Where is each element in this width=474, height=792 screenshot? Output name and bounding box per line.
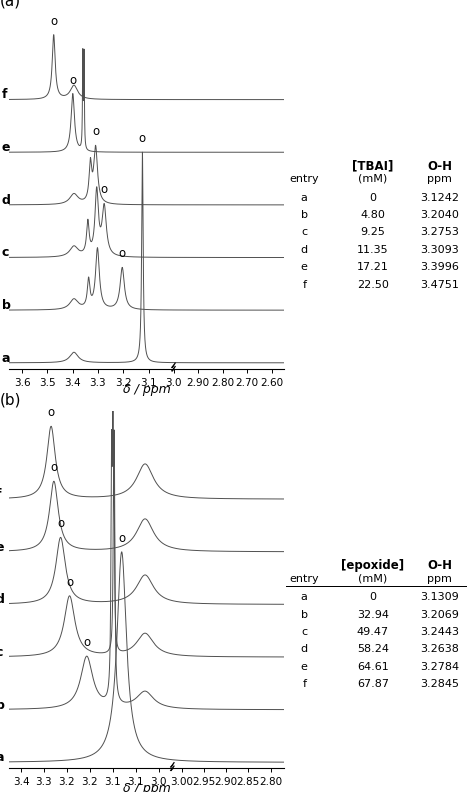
Text: 3.2845: 3.2845 — [420, 680, 459, 689]
Text: 4.80: 4.80 — [361, 210, 385, 220]
Text: 64.61: 64.61 — [357, 662, 389, 672]
Text: 49.47: 49.47 — [357, 627, 389, 637]
Text: o: o — [50, 14, 57, 28]
Text: o: o — [47, 406, 55, 419]
Text: f: f — [302, 680, 306, 689]
Text: o: o — [118, 531, 125, 545]
Text: 3.2443: 3.2443 — [420, 627, 459, 637]
Text: e: e — [301, 662, 308, 672]
Text: 9.25: 9.25 — [361, 227, 385, 238]
Text: d: d — [0, 593, 5, 607]
Text: (mM): (mM) — [358, 573, 388, 584]
Text: c: c — [0, 646, 3, 659]
Text: 3.2638: 3.2638 — [420, 645, 459, 654]
Text: o: o — [92, 125, 99, 139]
Text: 3.2784: 3.2784 — [420, 662, 459, 672]
Text: O-H: O-H — [427, 559, 452, 573]
Text: 0: 0 — [369, 192, 376, 203]
Text: (b): (b) — [0, 393, 21, 408]
Text: o: o — [118, 247, 126, 261]
Text: entry: entry — [290, 174, 319, 184]
Text: O-H: O-H — [427, 160, 452, 173]
Text: o: o — [66, 576, 73, 588]
Text: 3.3996: 3.3996 — [420, 262, 459, 272]
Text: entry: entry — [290, 573, 319, 584]
Text: e: e — [0, 541, 4, 554]
Text: o: o — [83, 636, 91, 649]
Text: c: c — [301, 627, 307, 637]
Text: 3.1309: 3.1309 — [420, 592, 459, 602]
Text: 32.94: 32.94 — [357, 610, 389, 619]
Text: ppm: ppm — [428, 573, 452, 584]
Text: (mM): (mM) — [358, 174, 388, 184]
Text: 22.50: 22.50 — [357, 280, 389, 290]
Text: [TBAI]: [TBAI] — [352, 160, 393, 173]
Text: (a): (a) — [0, 0, 21, 8]
Text: o: o — [100, 184, 108, 196]
Text: a: a — [2, 352, 10, 364]
Text: d: d — [2, 194, 11, 207]
Text: o: o — [139, 132, 146, 145]
Text: 67.87: 67.87 — [357, 680, 389, 689]
Text: b: b — [301, 210, 308, 220]
Text: a: a — [301, 192, 308, 203]
Text: o: o — [57, 517, 64, 531]
Text: c: c — [2, 246, 9, 259]
Text: 3.2040: 3.2040 — [420, 210, 459, 220]
Text: d: d — [301, 245, 308, 255]
Text: o: o — [69, 74, 76, 86]
Text: 58.24: 58.24 — [357, 645, 389, 654]
Text: b: b — [0, 699, 5, 711]
Text: [epoxide]: [epoxide] — [341, 559, 404, 573]
Text: e: e — [301, 262, 308, 272]
Text: 3.1242: 3.1242 — [420, 192, 459, 203]
Text: ppm: ppm — [428, 174, 452, 184]
Text: a: a — [301, 592, 308, 602]
Text: 3.4751: 3.4751 — [420, 280, 459, 290]
Text: f: f — [2, 89, 8, 101]
Text: c: c — [301, 227, 307, 238]
Text: 3.2753: 3.2753 — [420, 227, 459, 238]
Text: a: a — [0, 752, 4, 764]
Text: e: e — [2, 141, 10, 154]
Text: 0: 0 — [369, 592, 376, 602]
Text: 3.2069: 3.2069 — [420, 610, 459, 619]
Text: f: f — [0, 488, 1, 501]
Text: b: b — [301, 610, 308, 619]
Text: o: o — [50, 461, 57, 474]
Text: δ / ppm: δ / ppm — [123, 782, 171, 792]
Text: b: b — [2, 299, 11, 312]
Text: 3.3093: 3.3093 — [420, 245, 459, 255]
Text: f: f — [302, 280, 306, 290]
Text: d: d — [301, 645, 308, 654]
Text: 11.35: 11.35 — [357, 245, 389, 255]
Text: 17.21: 17.21 — [357, 262, 389, 272]
Text: δ / ppm: δ / ppm — [123, 383, 171, 396]
